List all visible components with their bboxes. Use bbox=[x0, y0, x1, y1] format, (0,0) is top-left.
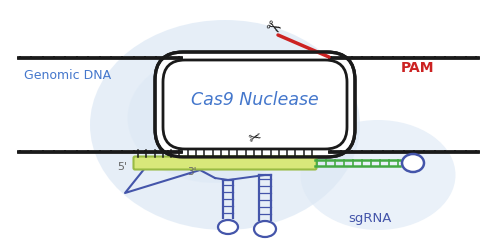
Ellipse shape bbox=[254, 221, 276, 237]
Ellipse shape bbox=[218, 220, 238, 234]
FancyBboxPatch shape bbox=[134, 157, 316, 170]
FancyBboxPatch shape bbox=[163, 60, 347, 149]
Text: 5': 5' bbox=[117, 162, 127, 172]
Text: PAM: PAM bbox=[401, 61, 435, 75]
FancyBboxPatch shape bbox=[155, 52, 355, 157]
Ellipse shape bbox=[402, 154, 424, 172]
Text: Cas9 Nuclease: Cas9 Nuclease bbox=[191, 91, 319, 109]
Ellipse shape bbox=[90, 20, 360, 230]
Ellipse shape bbox=[300, 120, 456, 230]
Text: ✂: ✂ bbox=[261, 16, 283, 40]
Text: sgRNA: sgRNA bbox=[348, 211, 392, 225]
Text: ✂: ✂ bbox=[247, 129, 263, 147]
Text: Genomic DNA: Genomic DNA bbox=[24, 68, 112, 81]
Text: 3': 3' bbox=[188, 167, 197, 177]
Ellipse shape bbox=[128, 53, 302, 183]
